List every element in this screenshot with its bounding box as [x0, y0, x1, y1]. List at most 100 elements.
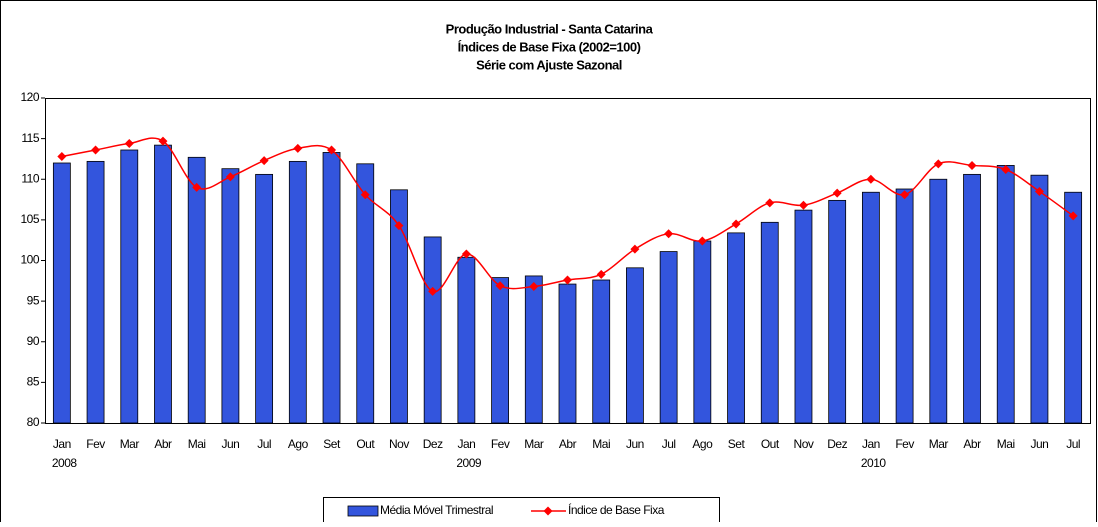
x-tick-label: Ago: [288, 437, 309, 451]
x-tick-label: Jan: [457, 437, 475, 451]
x-tick-label: Mai: [188, 437, 206, 451]
bar: [322, 152, 341, 424]
marker: [596, 269, 606, 279]
marker: [158, 136, 168, 146]
x-tick-label: Jun: [626, 437, 644, 451]
bar: [693, 240, 712, 424]
marker: [259, 156, 269, 166]
x-tick-label: Mai: [997, 437, 1015, 451]
x-tick-label: Ago: [692, 437, 713, 451]
bar: [288, 160, 307, 424]
x-tick-label: Out: [761, 437, 780, 451]
y-tick-label: 95: [27, 293, 40, 307]
marker: [192, 182, 202, 192]
marker: [900, 190, 910, 200]
marker: [529, 282, 539, 291]
x-tick-label: Nov: [389, 437, 409, 451]
bar: [255, 173, 274, 424]
bar: [154, 144, 172, 424]
bar: [592, 279, 611, 424]
y-tick-label: 90: [27, 334, 40, 348]
chart-subtitle: Índices de Base Fixa (2002=100): [458, 39, 641, 54]
x-tick-label: Fev: [86, 437, 105, 451]
x-tick-label: Jun: [221, 437, 239, 451]
bar: [524, 275, 543, 424]
bar: [659, 251, 678, 424]
bar: [963, 173, 981, 424]
marker: [1001, 165, 1011, 174]
x-tick-label: Mar: [524, 437, 544, 451]
marker: [731, 219, 741, 229]
x-tick-label: Mar: [929, 437, 949, 451]
marker: [495, 281, 505, 291]
marker: [798, 200, 808, 210]
bar: [52, 162, 71, 424]
y-tick-label: 105: [20, 212, 39, 226]
x-tick-label: Out: [356, 437, 375, 451]
marker: [461, 249, 471, 259]
x-tick-label: Jan: [53, 437, 71, 451]
x-tick-label: Set: [728, 437, 746, 451]
x-tick-label: Dez: [827, 437, 847, 451]
bar: [861, 191, 880, 424]
x-tick-label: Jul: [1066, 437, 1080, 451]
marker: [360, 190, 370, 200]
marker: [967, 160, 977, 170]
bar: [457, 256, 476, 424]
bar: [727, 232, 745, 424]
bar: [760, 221, 779, 424]
x-tick-label: Abr: [559, 437, 577, 451]
chart-title: Produção Industrial - Santa Catarina: [446, 21, 654, 36]
x-tick-label: Mai: [592, 437, 610, 451]
x-tick-label: Abr: [154, 437, 172, 451]
bar: [390, 189, 408, 424]
year-label: 2010: [861, 456, 887, 470]
x-tick-label: Jul: [257, 437, 271, 451]
legend-label: Índice de Base Fixa: [568, 502, 665, 517]
bar: [187, 156, 206, 424]
marker: [933, 159, 943, 169]
marker: [630, 244, 640, 254]
marker: [124, 139, 134, 148]
marker: [664, 229, 674, 239]
bar: [86, 160, 105, 424]
marker: [394, 221, 404, 231]
marker: [327, 145, 337, 155]
y-tick-label: 85: [27, 375, 40, 389]
y-tick-label: 115: [21, 131, 39, 145]
x-tick-label: Nov: [794, 437, 814, 451]
bar: [828, 199, 847, 424]
marker: [832, 188, 842, 198]
bar: [221, 168, 240, 424]
x-tick-label: Jan: [862, 437, 880, 451]
marker: [697, 236, 707, 246]
bar: [794, 209, 813, 424]
bar: [1030, 174, 1049, 424]
legend-marker: [543, 506, 553, 516]
year-label: 2009: [456, 456, 482, 470]
marker: [1068, 211, 1078, 221]
x-tick-label: Abr: [963, 437, 981, 451]
x-tick-label: Jun: [1031, 437, 1049, 451]
y-tick-label: 100: [20, 253, 39, 267]
x-tick-label: Set: [323, 437, 341, 451]
x-tick-label: Jul: [662, 437, 676, 451]
plot-frame: [45, 98, 1091, 424]
legend-swatch: [347, 505, 379, 517]
bar: [996, 165, 1015, 424]
legend-box: [323, 497, 720, 526]
marker: [293, 143, 303, 153]
x-tick-label: Fev: [895, 437, 914, 451]
legend-label: Média Móvel Trimestral: [380, 503, 493, 517]
bar: [1064, 191, 1083, 424]
bar: [423, 236, 442, 424]
x-tick-label: Mar: [120, 437, 140, 451]
marker: [57, 152, 67, 161]
y-tick-label: 80: [27, 415, 40, 429]
y-tick-label: 110: [21, 171, 39, 185]
marker: [428, 286, 438, 296]
marker: [225, 172, 235, 182]
bar: [626, 267, 644, 424]
